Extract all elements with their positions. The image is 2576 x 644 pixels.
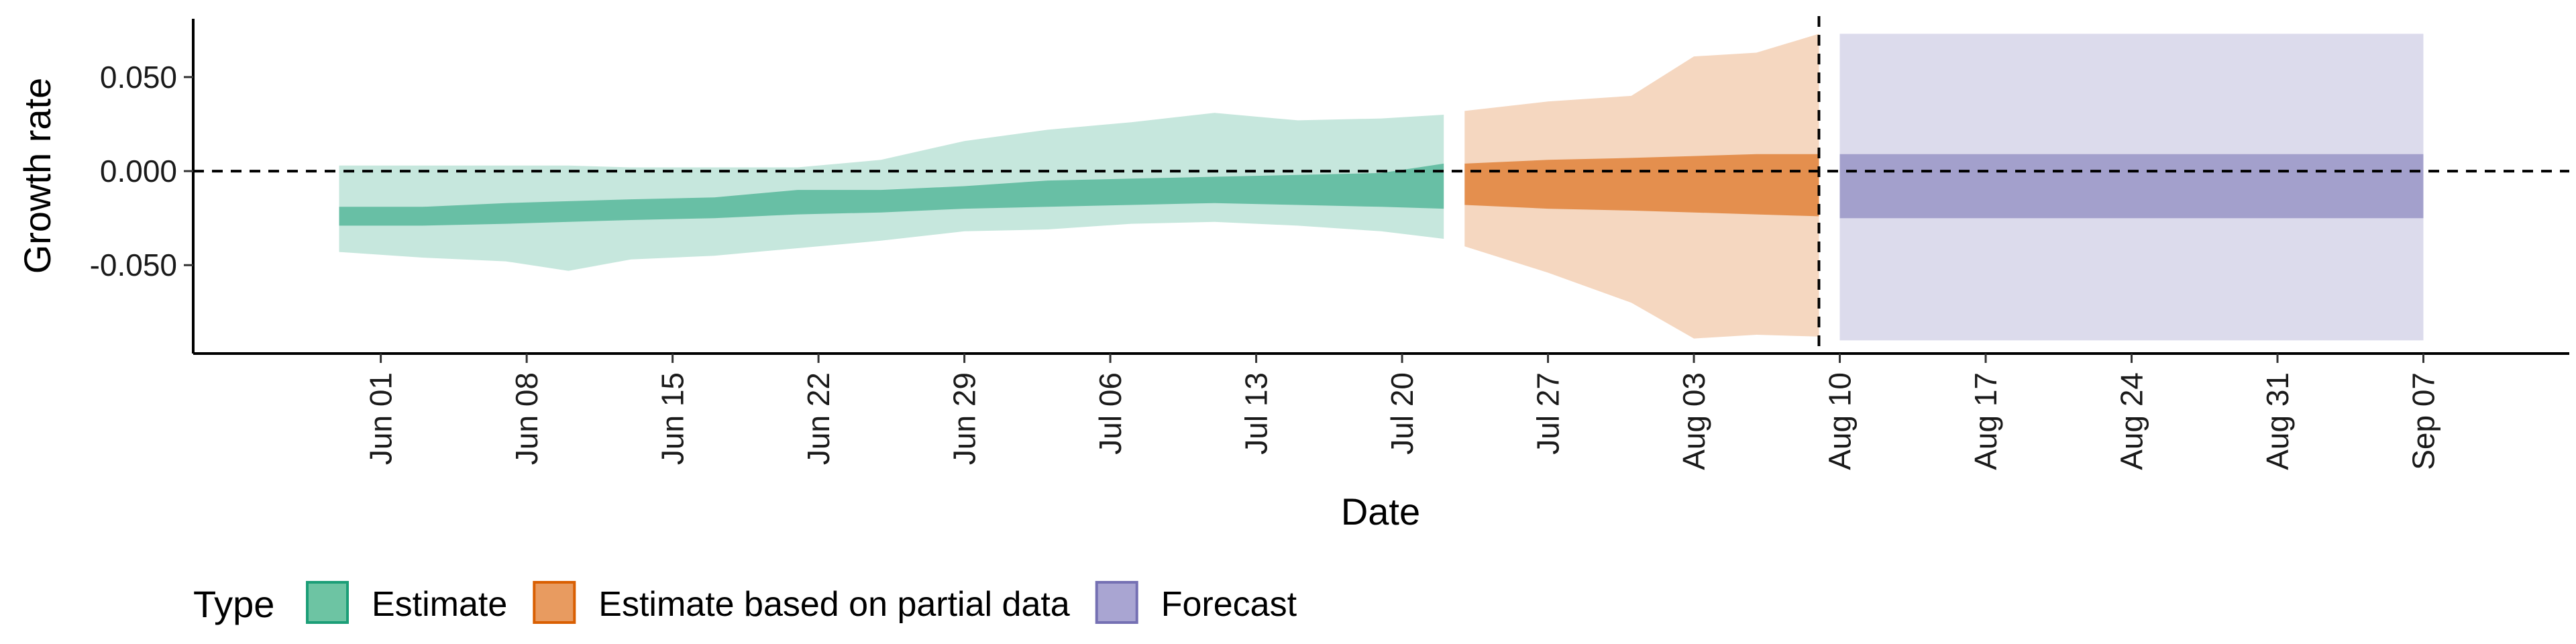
legend-label: Estimate	[372, 585, 507, 624]
y-tick-label: 0.050	[100, 60, 177, 95]
x-tick-label: Jun 08	[509, 372, 544, 465]
legend-items: Estimate Estimate based on partial data Fo…	[306, 581, 1297, 624]
reference-lines	[193, 16, 2569, 354]
legend-title: Type	[193, 583, 274, 625]
x-tick-label: Aug 10	[1823, 372, 1858, 470]
legend-label: Estimate based on partial data	[598, 585, 1070, 624]
x-tick-label: Jun 15	[655, 372, 690, 465]
plot-area: 0.050 0.000 -0.050 Jun 01 Jun 08 Jun 15 Jun 22…	[90, 16, 2569, 470]
x-tick-label: Jul 06	[1093, 372, 1128, 455]
axes: 0.050 0.000 -0.050 Jun 01 Jun 08 Jun 15 Jun 22…	[90, 19, 2569, 470]
series-bands	[339, 34, 2424, 341]
legend: Type Estimate Estimate based on partial d…	[193, 581, 1297, 625]
legend-swatch-0	[306, 581, 349, 624]
y-tick-label: 0.000	[100, 154, 177, 189]
x-tick-label: Aug 17	[1968, 372, 2003, 470]
series-1-inner-band	[1464, 154, 1819, 217]
legend-swatch-2	[1095, 581, 1138, 624]
series-0-inner-band	[339, 163, 1444, 226]
x-tick-label: Jul 13	[1239, 372, 1274, 455]
series-2-inner-band	[1839, 154, 2424, 219]
y-tick-label: -0.050	[90, 248, 177, 282]
x-tick-label: Jun 29	[947, 372, 982, 465]
y-axis-title: Growth rate	[16, 78, 58, 274]
x-tick-label: Aug 24	[2114, 372, 2149, 470]
x-tick-label: Jun 01	[364, 372, 398, 465]
x-tick-label: Aug 03	[1676, 372, 1711, 470]
x-tick-label: Jun 22	[801, 372, 836, 465]
x-tick-label: Aug 31	[2260, 372, 2295, 470]
x-tick-label: Jul 20	[1385, 372, 1419, 455]
x-tick-label: Sep 07	[2406, 372, 2441, 470]
legend-label: Forecast	[1161, 585, 1297, 624]
x-axis-title: Date	[1341, 490, 1420, 533]
legend-swatch-1	[533, 581, 576, 624]
x-tick-label: Jul 27	[1531, 372, 1566, 455]
